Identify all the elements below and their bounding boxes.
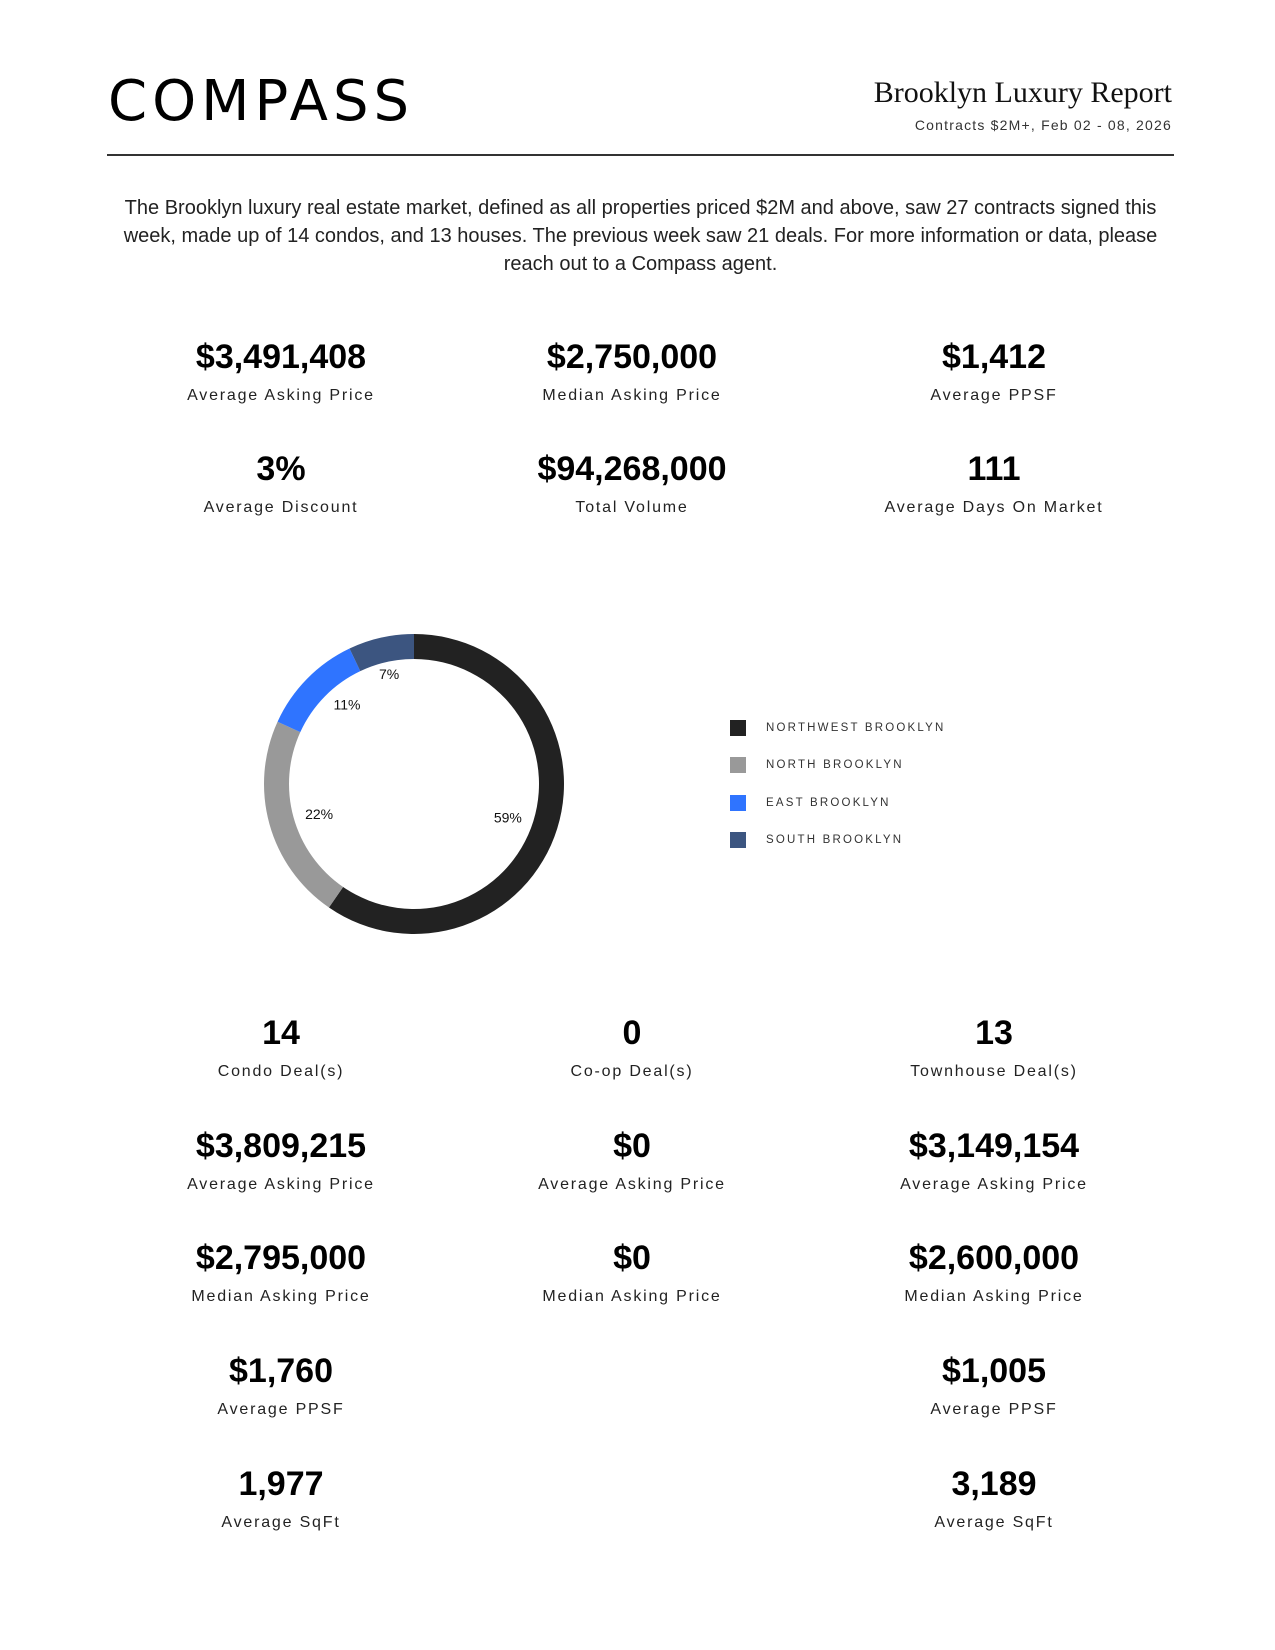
condo-stat: 14 Condo Deal(s) bbox=[101, 1013, 461, 1081]
donut-slice-0 bbox=[328, 634, 564, 934]
header-divider bbox=[107, 154, 1174, 156]
condo-stat: $1,760 Average PPSF bbox=[101, 1351, 461, 1419]
stat-label: Average Discount bbox=[203, 499, 359, 516]
stat-label: Average PPSF bbox=[930, 1401, 1058, 1418]
donut-slice-2 bbox=[277, 648, 361, 733]
stat-value: 14 bbox=[262, 1014, 300, 1052]
stat-label: Average Asking Price bbox=[900, 1176, 1088, 1193]
stat-value: $1,760 bbox=[229, 1352, 333, 1390]
stat-label: Median Asking Price bbox=[904, 1288, 1084, 1305]
coop-stat: $0 Median Asking Price bbox=[452, 1238, 812, 1306]
donut-data-label: 11% bbox=[333, 697, 360, 713]
stat-value: $2,795,000 bbox=[195, 1239, 367, 1277]
stat-value: $1,005 bbox=[942, 1352, 1046, 1390]
donut-data-label: 59% bbox=[494, 810, 522, 826]
stat-value: $3,149,154 bbox=[908, 1127, 1080, 1165]
stat-label: Co-op Deal(s) bbox=[570, 1063, 694, 1080]
report-title: Brooklyn Luxury Report bbox=[873, 76, 1172, 109]
donut-slice-3 bbox=[349, 634, 414, 672]
stat-value: 111 bbox=[967, 450, 1021, 488]
condo-stat: $3,809,215 Average Asking Price bbox=[101, 1126, 461, 1194]
donut-data-label: 7% bbox=[379, 666, 399, 682]
stat-label: Townhouse Deal(s) bbox=[910, 1063, 1078, 1080]
summary-stat: 3% Average Discount bbox=[101, 449, 461, 517]
townhouse-stat: $3,149,154 Average Asking Price bbox=[814, 1126, 1174, 1194]
donut-slice-1 bbox=[264, 721, 344, 908]
summary-stat: $1,412 Average PPSF bbox=[814, 337, 1174, 405]
legend-item: NORTH BROOKLYN bbox=[730, 747, 946, 785]
stat-label: Average PPSF bbox=[930, 387, 1058, 404]
townhouse-stat: 13 Townhouse Deal(s) bbox=[814, 1013, 1174, 1081]
legend-swatch bbox=[730, 757, 746, 774]
stat-label: Average PPSF bbox=[217, 1401, 345, 1418]
stat-value: 1,977 bbox=[238, 1465, 324, 1503]
legend-item: SOUTH BROOKLYN bbox=[730, 822, 946, 860]
legend-label: NORTH BROOKLYN bbox=[766, 759, 904, 772]
legend-item: NORTHWEST BROOKLYN bbox=[730, 709, 946, 747]
legend-label: EAST BROOKLYN bbox=[766, 796, 891, 809]
condo-stat: $2,795,000 Median Asking Price bbox=[101, 1238, 461, 1306]
coop-stat: $0 Average Asking Price bbox=[452, 1126, 812, 1194]
condo-stat: 1,977 Average SqFt bbox=[101, 1464, 461, 1532]
stat-value: 3% bbox=[256, 450, 306, 488]
coop-stat: 0 Co-op Deal(s) bbox=[452, 1013, 812, 1081]
stat-label: Median Asking Price bbox=[542, 387, 722, 404]
stat-value: 13 bbox=[975, 1014, 1013, 1052]
stat-value: $2,600,000 bbox=[908, 1239, 1080, 1277]
stat-value: $0 bbox=[613, 1239, 651, 1277]
stat-value: $2,750,000 bbox=[546, 338, 718, 376]
legend-swatch bbox=[730, 719, 746, 736]
stat-label: Average SqFt bbox=[221, 1514, 341, 1531]
townhouse-stat: $1,005 Average PPSF bbox=[814, 1351, 1174, 1419]
legend-swatch bbox=[730, 832, 746, 849]
stat-label: Average Asking Price bbox=[187, 387, 375, 404]
stat-label: Average SqFt bbox=[934, 1514, 1054, 1531]
stat-label: Average Asking Price bbox=[187, 1176, 375, 1193]
townhouse-stat: 3,189 Average SqFt bbox=[814, 1464, 1174, 1532]
stat-value: 0 bbox=[622, 1014, 642, 1052]
intro-paragraph: The Brooklyn luxury real estate market, … bbox=[123, 197, 1158, 275]
stat-value: $3,491,408 bbox=[195, 338, 367, 376]
legend-label: SOUTH BROOKLYN bbox=[766, 834, 904, 847]
legend-label: NORTHWEST BROOKLYN bbox=[766, 721, 946, 734]
donut-data-label: 22% bbox=[305, 806, 333, 822]
legend-item: EAST BROOKLYN bbox=[730, 784, 946, 822]
stat-value: $3,809,215 bbox=[195, 1127, 367, 1165]
stat-value: $0 bbox=[613, 1127, 651, 1165]
summary-stat: $3,491,408 Average Asking Price bbox=[101, 337, 461, 405]
stat-label: Total Volume bbox=[575, 499, 689, 516]
chart-legend: NORTHWEST BROOKLYN NORTH BROOKLYN EAST BRO… bbox=[730, 709, 946, 859]
summary-stat: $2,750,000 Median Asking Price bbox=[452, 337, 812, 405]
stat-label: Average Days On Market bbox=[884, 499, 1104, 516]
stat-value: $94,268,000 bbox=[537, 450, 727, 488]
stat-label: Condo Deal(s) bbox=[217, 1063, 345, 1080]
summary-stat: 111 Average Days On Market bbox=[814, 449, 1174, 517]
stat-value: $1,412 bbox=[942, 338, 1046, 376]
townhouse-stat: $2,600,000 Median Asking Price bbox=[814, 1238, 1174, 1306]
legend-swatch bbox=[730, 794, 746, 811]
report-subtitle: Contracts $2M+, Feb 02 - 08, 2026 bbox=[914, 117, 1172, 133]
summary-stat: $94,268,000 Total Volume bbox=[452, 449, 812, 517]
stat-label: Median Asking Price bbox=[542, 1288, 722, 1305]
stat-value: 3,189 bbox=[951, 1465, 1037, 1503]
stat-label: Median Asking Price bbox=[191, 1288, 371, 1305]
stat-label: Average Asking Price bbox=[538, 1176, 726, 1193]
compass-logo: COMPASS bbox=[108, 69, 415, 134]
